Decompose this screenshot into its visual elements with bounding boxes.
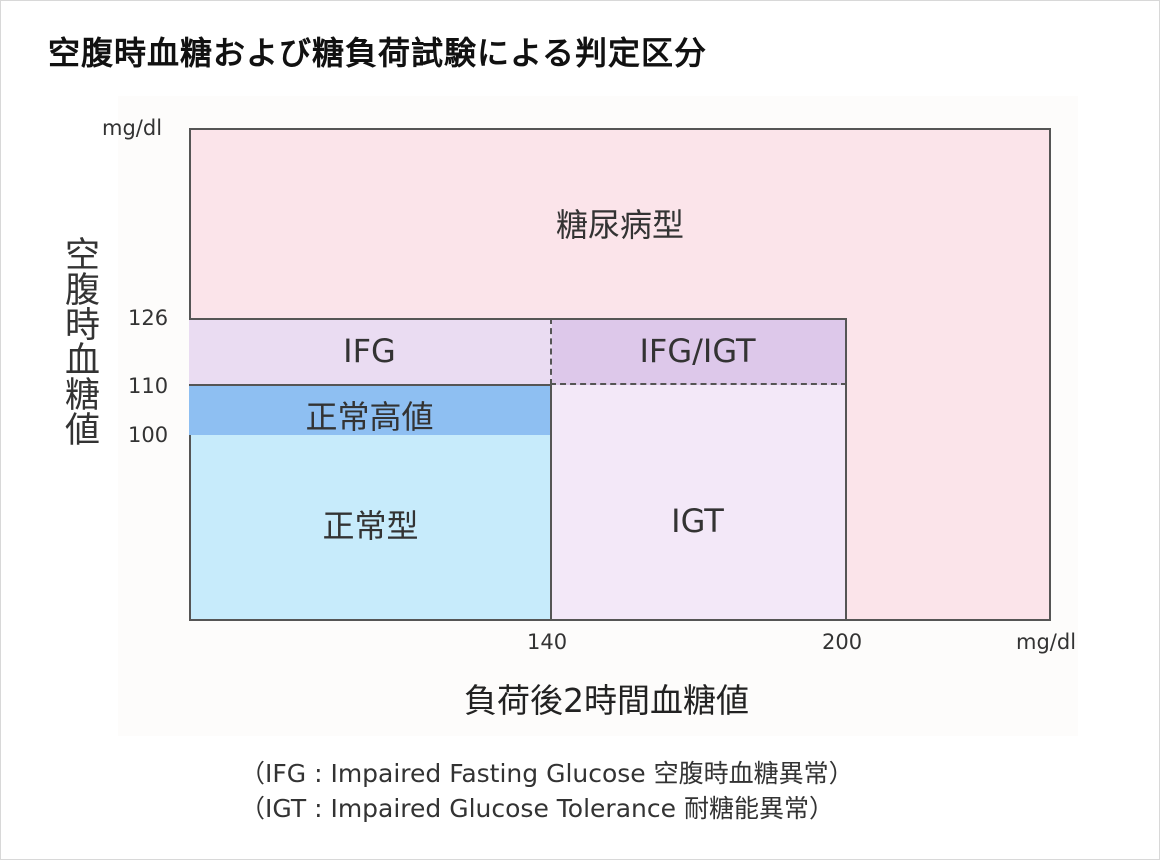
region-normal-high-label: 正常高値 xyxy=(305,398,434,436)
region-igt: IGT xyxy=(550,384,847,621)
region-ifg-igt-label: IFG/IGT xyxy=(639,332,756,370)
region-ifg-label: IFG xyxy=(343,332,396,370)
x-tick-140: 140 xyxy=(527,630,568,654)
x-tick-200: 200 xyxy=(822,630,863,654)
y-tick-110: 110 xyxy=(128,374,169,398)
region-ifg: IFG xyxy=(189,318,552,385)
x-axis-label: 負荷後2時間血糖値 xyxy=(464,681,749,720)
y-axis-unit: mg/dl xyxy=(102,116,163,140)
y-tick-100: 100 xyxy=(128,423,169,447)
figure-title: 空腹時血糖および糖負荷試験による判定区分 xyxy=(48,34,708,72)
region-normal-label: 正常型 xyxy=(322,507,419,545)
footnote-igt: （IGT : Impaired Glucose Tolerance 耐糖能異常） xyxy=(240,794,834,823)
y-tick-126: 126 xyxy=(128,306,169,330)
region-diabetes-label: 糖尿病型 xyxy=(555,206,684,244)
x-axis-unit: mg/dl xyxy=(1016,630,1077,654)
footnote-ifg: （IFG : Impaired Fasting Glucose 空腹時血糖異常） xyxy=(240,759,854,788)
y-axis-label: 空腹時血糖値 xyxy=(59,236,99,446)
region-igt-label: IGT xyxy=(671,502,724,540)
region-ifg-igt: IFG/IGT xyxy=(550,318,847,385)
region-normal: 正常型 xyxy=(189,435,552,621)
region-normal-high: 正常高値 xyxy=(189,384,552,437)
